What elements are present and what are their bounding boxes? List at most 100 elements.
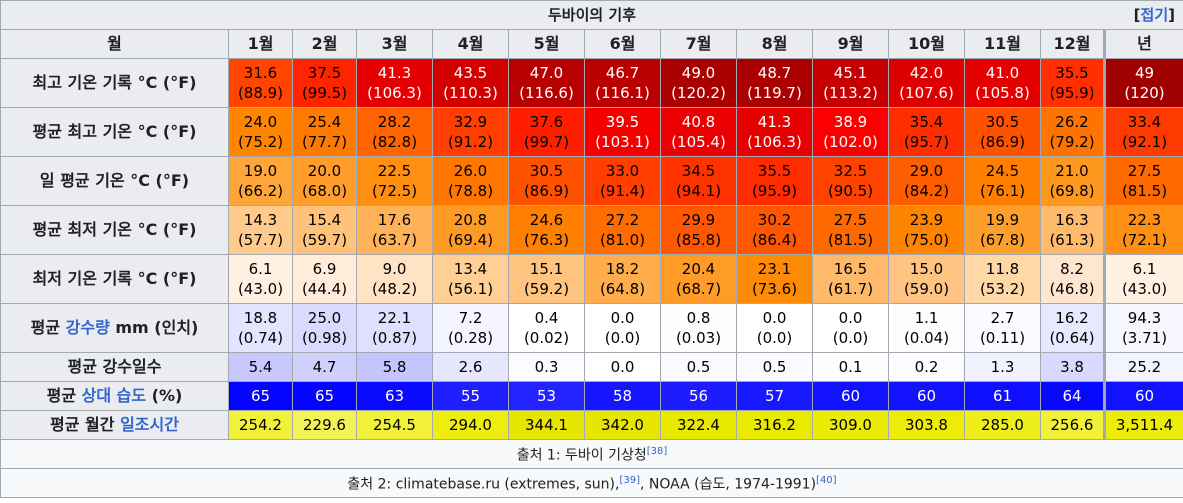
cell-value: 22.3 xyxy=(1127,211,1162,229)
cell-imperial-value: (76.3) xyxy=(523,231,570,249)
data-cell: 28.2 (82.8) xyxy=(356,107,433,157)
cell-value: 49.0 xyxy=(681,64,716,82)
table-row: 평균 강수일수 5.4 4.7 5.8 2.6 0.3 0.0 0.5 0.5 0.1 0.2 1.3… xyxy=(0,352,1183,382)
data-cell: 20.8 (69.4) xyxy=(432,205,509,255)
data-cell: 8.2 (46.8) xyxy=(1040,254,1105,304)
header-month-label: 월 xyxy=(0,29,229,59)
cell-value: 8.2 xyxy=(1060,260,1084,278)
data-cell: 2.6 xyxy=(432,352,509,382)
cell-value: 39.5 xyxy=(605,113,640,131)
header-month-1: 1월 xyxy=(228,29,293,59)
data-cell: 33.4 (92.1) xyxy=(1103,107,1183,157)
collapse-toggle[interactable]: [접기] xyxy=(1133,6,1175,24)
cell-value: 18.8 xyxy=(243,309,278,327)
cell-value: 23.1 xyxy=(757,260,792,278)
table-row: 평균 최고 기온 °C (°F) 24.0 (75.2) 25.4 (77.7) 28.2… xyxy=(0,107,1183,157)
header-month-2: 2월 xyxy=(292,29,357,59)
cell-imperial-value: (91.2) xyxy=(447,133,494,151)
data-cell: 30.5 (86.9) xyxy=(964,107,1041,157)
cell-value: 20.4 xyxy=(681,260,716,278)
cell-value: 30.5 xyxy=(985,113,1020,131)
data-cell: 0.4 (0.02) xyxy=(508,303,585,353)
cell-value: 22.5 xyxy=(377,162,412,180)
cell-value: 33.4 xyxy=(1127,113,1162,131)
cell-value: 37.5 xyxy=(307,64,342,82)
cell-value: 42.0 xyxy=(909,64,944,82)
cell-imperial-value: (91.4) xyxy=(599,182,646,200)
data-cell: 94.3 (3.71) xyxy=(1103,303,1183,353)
cell-imperial-value: (88.9) xyxy=(237,84,284,102)
data-cell: 16.5 (61.7) xyxy=(812,254,889,304)
data-cell: 303.8 xyxy=(888,410,965,440)
data-cell: 34.5 (94.1) xyxy=(660,156,737,206)
data-cell: 26.2 (79.2) xyxy=(1040,107,1105,157)
data-cell: 30.2 (86.4) xyxy=(736,205,813,255)
cell-value: 43.5 xyxy=(453,64,488,82)
ref-39-link[interactable]: [39] xyxy=(619,475,640,487)
data-cell: 53 xyxy=(508,381,585,411)
data-cell: 32.9 (91.2) xyxy=(432,107,509,157)
cell-value: 0.8 xyxy=(686,309,711,327)
cell-imperial-value: (72.1) xyxy=(1121,231,1168,249)
cell-value: 16.3 xyxy=(1055,211,1089,229)
row-label: 일 평균 기온 °C (°F) xyxy=(0,156,229,206)
cell-imperial-value: (0.64) xyxy=(1049,329,1095,347)
data-cell: 22.5 (72.5) xyxy=(356,156,433,206)
ref-38-link[interactable]: [38] xyxy=(646,446,668,458)
cell-value: 17.6 xyxy=(377,211,412,229)
data-cell: 0.5 xyxy=(660,352,737,382)
cell-value: 46.7 xyxy=(605,64,640,82)
data-cell: 25.4 (77.7) xyxy=(292,107,357,157)
cell-value: 6.1 xyxy=(248,260,273,278)
cell-imperial-value: (48.2) xyxy=(371,280,418,298)
row-label-link[interactable]: 상대 습도 xyxy=(81,386,147,405)
cell-imperial-value: (0.11) xyxy=(979,329,1026,347)
data-cell: 37.5 (99.5) xyxy=(292,58,357,108)
data-cell: 27.2 (81.0) xyxy=(584,205,661,255)
cell-imperial-value: (120.2) xyxy=(671,84,726,102)
cell-value: 25.0 xyxy=(307,309,342,327)
cell-value: 2.7 xyxy=(990,309,1015,327)
cell-imperial-value: (113.2) xyxy=(823,84,878,102)
data-cell: 55 xyxy=(432,381,509,411)
data-cell: 0.0 (0.0) xyxy=(812,303,889,353)
row-label-link[interactable]: 강수량 xyxy=(65,318,110,337)
cell-imperial-value: (110.3) xyxy=(443,84,498,102)
cell-imperial-value: (94.1) xyxy=(675,182,722,200)
cell-imperial-value: (90.5) xyxy=(827,182,874,200)
cell-value: 27.5 xyxy=(833,211,868,229)
collapse-link[interactable]: 접기 xyxy=(1140,6,1169,24)
cell-value: 11.8 xyxy=(985,260,1020,278)
header-year: 년 xyxy=(1103,29,1183,59)
cell-value: 41.3 xyxy=(377,64,412,82)
data-cell: 316.2 xyxy=(736,410,813,440)
cell-value: 35.5 xyxy=(1055,64,1089,82)
data-cell: 65 xyxy=(292,381,357,411)
data-cell: 33.0 (91.4) xyxy=(584,156,661,206)
table-row: 최저 기온 기록 °C (°F) 6.1 (43.0) 6.9 (44.4) 9.0 (48… xyxy=(0,254,1183,304)
table-row: 평균 최저 기온 °C (°F) 14.3 (57.7) 15.4 (59.7) 17.6… xyxy=(0,205,1183,255)
header-month-7: 7월 xyxy=(660,29,737,59)
data-cell: 29.9 (85.8) xyxy=(660,205,737,255)
data-cell: 1.3 xyxy=(964,352,1041,382)
table-row: 일 평균 기온 °C (°F) 19.0 (66.2) 20.0 (68.0) 22.5 (… xyxy=(0,156,1183,206)
data-cell: 27.5 (81.5) xyxy=(812,205,889,255)
cell-value: 20.8 xyxy=(453,211,488,229)
cell-imperial-value: (75.0) xyxy=(903,231,950,249)
data-cell: 18.8 (0.74) xyxy=(228,303,293,353)
row-label: 최고 기온 기록 °C (°F) xyxy=(0,58,229,108)
ref-40-link[interactable]: [40] xyxy=(816,475,837,487)
row-label-text: 평균 강수일수 xyxy=(67,357,162,376)
cell-imperial-value: (73.6) xyxy=(751,280,798,298)
header-month-4: 4월 xyxy=(432,29,509,59)
row-label-link[interactable]: 일조시간 xyxy=(120,415,179,434)
data-cell: 6.1 (43.0) xyxy=(228,254,293,304)
cell-imperial-value: (44.4) xyxy=(301,280,348,298)
cell-value: 32.5 xyxy=(833,162,868,180)
cell-value: 35.5 xyxy=(757,162,792,180)
row-label-text: 일 평균 기온 °C (°F) xyxy=(39,171,190,190)
cell-imperial-value: (0.87) xyxy=(371,329,418,347)
data-cell: 57 xyxy=(736,381,813,411)
cell-imperial-value: (72.5) xyxy=(371,182,418,200)
cell-imperial-value: (0.28) xyxy=(447,329,494,347)
